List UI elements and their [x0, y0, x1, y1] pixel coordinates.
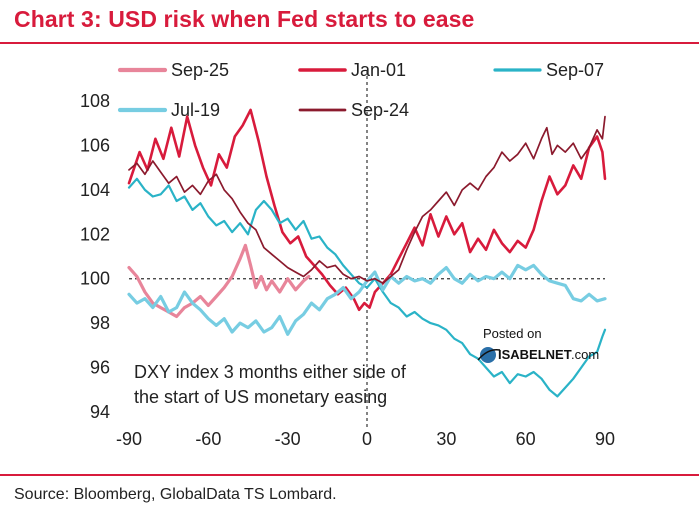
watermark-posted-on: Posted on [483, 326, 542, 341]
annotation-line: the start of US monetary easing [134, 387, 387, 407]
x-tick-label: 90 [595, 429, 615, 449]
x-tick-label: -60 [195, 429, 221, 449]
annotation: DXY index 3 months either side of the sta… [134, 362, 407, 407]
annotation-line: DXY index 3 months either side of [134, 362, 407, 382]
y-tick-label: 94 [90, 402, 110, 422]
y-tick-label: 96 [90, 358, 110, 378]
legend-label-sep-25: Sep-25 [171, 60, 229, 80]
plot-area [127, 108, 607, 398]
series-line-sep-24 [128, 115, 606, 285]
title-rule [0, 42, 699, 44]
x-tick-label: -90 [116, 429, 142, 449]
x-tick-label: 60 [516, 429, 536, 449]
watermark-site: ISABELNET [498, 347, 572, 362]
watermark-swoosh-icon [477, 348, 501, 361]
isabelnet-watermark: Posted on ISABELNET .com [477, 326, 599, 363]
x-tick-label: -30 [275, 429, 301, 449]
reference-lines [129, 70, 605, 428]
series-line-sep-07 [127, 177, 607, 398]
watermark-domain: .com [571, 347, 599, 362]
series-line-sep-25 [127, 243, 311, 319]
legend-label-jul-19: Jul-19 [171, 100, 220, 120]
y-tick-label: 104 [80, 180, 110, 200]
y-tick-label: 108 [80, 91, 110, 111]
source-note: Source: Bloomberg, GlobalData TS Lombard… [14, 486, 337, 503]
footer-rule [0, 474, 699, 476]
x-tick-label: 0 [362, 429, 372, 449]
legend: Sep-25 Jan-01 Sep-07 Jul-19 Sep-24 [117, 60, 604, 120]
legend-label-jan-01: Jan-01 [351, 60, 406, 80]
y-tick-label: 98 [90, 313, 110, 333]
y-tick-label: 100 [80, 269, 110, 289]
series-line-jan-01 [127, 108, 607, 312]
legend-label-sep-24: Sep-24 [351, 100, 409, 120]
y-tick-label: 102 [80, 224, 110, 244]
y-tick-label: 106 [80, 135, 110, 155]
chart-title: Chart 3: USD risk when Fed starts to eas… [14, 6, 475, 32]
axes: 94 96 98 100 102 104 106 108 -90 -60 -30 0 30 60 90 [80, 91, 615, 449]
x-tick-label: 30 [436, 429, 456, 449]
legend-label-sep-07: Sep-07 [546, 60, 604, 80]
